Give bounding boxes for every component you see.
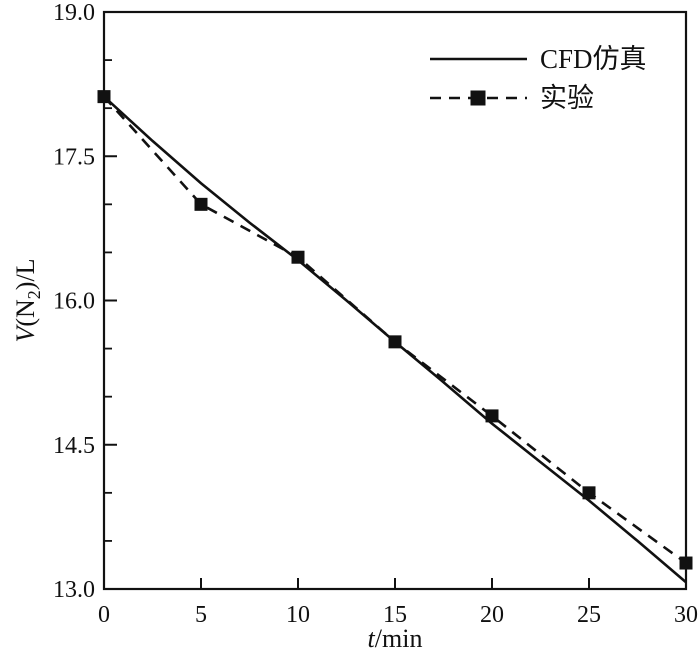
legend-cfd-label: CFD仿真 — [540, 44, 647, 74]
y-axis-tick-label: 14.5 — [53, 433, 95, 459]
x-axis-tick-label: 0 — [98, 602, 110, 628]
experiment-marker — [97, 90, 111, 104]
y-axis-tick-label: 17.5 — [53, 144, 95, 170]
experiment-series-line — [103, 95, 687, 565]
experiment-marker — [485, 409, 499, 423]
y-axis-tick-label: 19.0 — [53, 0, 95, 26]
y-axis-tick-label: 16.0 — [53, 289, 95, 315]
legend-exp-label: 实验 — [540, 83, 594, 113]
experiment-marker — [679, 556, 693, 570]
x-axis-tick-label: 10 — [286, 602, 310, 628]
y-axis-tick-label: 13.0 — [53, 577, 95, 603]
y-axis-title: V(N2)/L — [11, 258, 44, 342]
experiment-marker — [291, 250, 305, 264]
experiment-marker — [388, 335, 402, 349]
experiment-marker — [582, 486, 596, 500]
x-axis-tick-label: 30 — [674, 602, 698, 628]
x-axis-title: t/min — [368, 624, 423, 653]
x-axis-tick-label: 15 — [383, 602, 407, 628]
x-axis-tick-label: 20 — [480, 602, 504, 628]
x-axis-tick-label: 5 — [195, 602, 207, 628]
legend-exp-marker — [470, 90, 486, 106]
plot-border — [102, 10, 688, 591]
x-axis-tick-label: 25 — [577, 602, 601, 628]
experiment-marker — [194, 197, 208, 211]
